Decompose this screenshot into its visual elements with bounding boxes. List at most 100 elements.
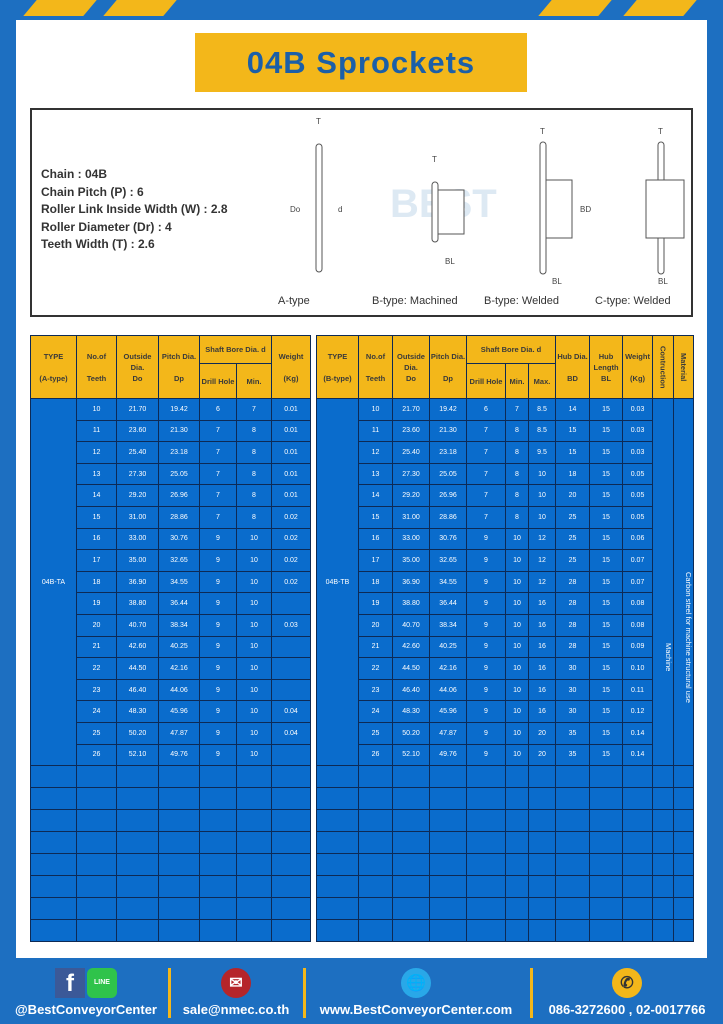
type-cell: 04B-TA <box>30 397 77 767</box>
outside-dia-cell: 42.60 <box>392 635 430 659</box>
empty-cell <box>358 897 393 921</box>
drill-hole-cell: 9 <box>466 527 506 551</box>
empty-cell <box>622 787 654 811</box>
empty-cell <box>116 787 159 811</box>
facebook-icon[interactable]: f <box>55 968 85 998</box>
min-bore-cell: 8 <box>236 462 272 486</box>
max-bore-cell: 16 <box>527 657 557 680</box>
drill-hole-cell: 7 <box>466 462 506 486</box>
weight-cell: 0.02 <box>271 549 311 572</box>
teeth-cell: 11 <box>76 419 117 443</box>
teeth-cell: 23 <box>76 678 117 702</box>
empty-cell <box>555 919 591 943</box>
social-handle[interactable]: @BestConveyorCenter <box>15 1002 157 1017</box>
min-bore-cell: 8 <box>505 441 529 464</box>
drill-hole-cell: 7 <box>199 419 237 443</box>
teeth-cell: 13 <box>76 462 117 486</box>
empty-row <box>30 831 311 855</box>
weight-cell: 0.06 <box>622 527 654 551</box>
outside-dia-cell: 44.50 <box>116 657 159 680</box>
empty-row <box>316 765 695 789</box>
outside-dia-cell: 48.30 <box>116 700 159 723</box>
spec-item: Chain Pitch (P) : 6 <box>41 184 144 199</box>
empty-row <box>316 897 695 921</box>
header-hub-length: Hub Length BL <box>589 335 624 399</box>
min-bore-cell: 7 <box>236 398 272 421</box>
empty-cell <box>429 875 467 899</box>
pitch-dia-cell: 49.76 <box>158 743 200 767</box>
min-bore-cell: 10 <box>236 570 272 594</box>
footer-phone[interactable]: ✆ 086-3272600 , 02-0017766 <box>537 968 717 1017</box>
empty-cell <box>236 875 272 899</box>
phone-number[interactable]: 086-3272600 , 02-0017766 <box>548 1002 706 1017</box>
line-icon[interactable]: LINE <box>87 968 117 998</box>
empty-cell <box>429 765 467 789</box>
drill-hole-cell: 7 <box>466 419 506 443</box>
email-link[interactable]: sale@nmec.co.th <box>182 1002 290 1017</box>
min-bore-cell: 8 <box>505 419 529 443</box>
teeth-cell: 22 <box>76 657 117 680</box>
weight-cell: 0.07 <box>622 570 654 594</box>
dim-label: d <box>338 205 342 214</box>
empty-cell <box>30 853 77 877</box>
empty-cell <box>316 831 359 855</box>
weight-cell: 0.02 <box>271 505 311 529</box>
hub-length-cell: 15 <box>589 570 624 594</box>
weight-cell: 0.05 <box>622 505 654 529</box>
empty-cell <box>271 765 311 789</box>
header-construction: Contruction <box>652 335 675 399</box>
teeth-cell: 14 <box>358 484 393 507</box>
max-bore-cell: 16 <box>527 700 557 723</box>
header-pitch-dia: Pitch Dia. Dp <box>158 335 200 399</box>
empty-cell <box>158 875 200 899</box>
footer-social[interactable]: f LINE @BestConveyorCenter <box>12 968 160 1017</box>
empty-cell <box>673 809 695 833</box>
empty-cell <box>199 809 237 833</box>
empty-cell <box>555 897 591 921</box>
empty-cell <box>271 831 311 855</box>
empty-row <box>30 875 311 899</box>
footer-email[interactable]: ✉ sale@nmec.co.th <box>176 968 296 1017</box>
teeth-cell: 19 <box>76 592 117 615</box>
pitch-dia-cell: 42.16 <box>158 657 200 680</box>
min-bore-cell: 10 <box>505 592 529 615</box>
table-row: 15 31.00 28.86 7 8 10 25 15 0.05 <box>317 505 694 529</box>
dim-label: Do <box>290 205 301 214</box>
empty-cell <box>236 919 272 943</box>
empty-cell <box>622 919 654 943</box>
pitch-dia-cell: 32.65 <box>158 549 200 572</box>
drill-hole-cell: 7 <box>199 484 237 507</box>
pitch-dia-cell: 25.05 <box>429 462 467 486</box>
teeth-cell: 18 <box>76 570 117 594</box>
empty-cell <box>652 919 675 943</box>
weight-cell: 0.03 <box>622 441 654 464</box>
hub-length-cell: 15 <box>589 613 624 637</box>
table-row: 15 31.00 28.86 7 8 0.02 <box>31 505 311 529</box>
empty-cell <box>652 809 675 833</box>
footer-website[interactable]: 🌐 www.BestConveyorCenter.com <box>310 968 522 1017</box>
empty-cell <box>199 875 237 899</box>
min-bore-cell: 8 <box>505 462 529 486</box>
empty-cell <box>30 831 77 855</box>
empty-cell <box>271 919 311 943</box>
spec-item: Chain : 04B <box>41 167 108 181</box>
weight-cell <box>271 592 311 615</box>
empty-cell <box>116 875 159 899</box>
empty-cell <box>158 831 200 855</box>
website-link[interactable]: www.BestConveyorCenter.com <box>319 1002 513 1017</box>
max-bore-cell: 16 <box>527 613 557 637</box>
empty-cell <box>76 853 117 877</box>
teeth-cell: 23 <box>358 678 393 702</box>
empty-cell <box>199 787 237 811</box>
empty-cell <box>30 765 77 789</box>
teeth-cell: 18 <box>358 570 393 594</box>
empty-cell <box>466 831 506 855</box>
header-type: TYPE (B-type) <box>316 335 359 399</box>
pitch-dia-cell: 30.76 <box>158 527 200 551</box>
empty-row <box>316 919 695 943</box>
empty-cell <box>589 809 624 833</box>
empty-row <box>316 853 695 877</box>
outside-dia-cell: 31.00 <box>116 505 159 529</box>
table-row: 11 23.60 21.30 7 8 8.5 15 15 0.03 <box>317 419 694 443</box>
empty-cell <box>505 897 529 921</box>
